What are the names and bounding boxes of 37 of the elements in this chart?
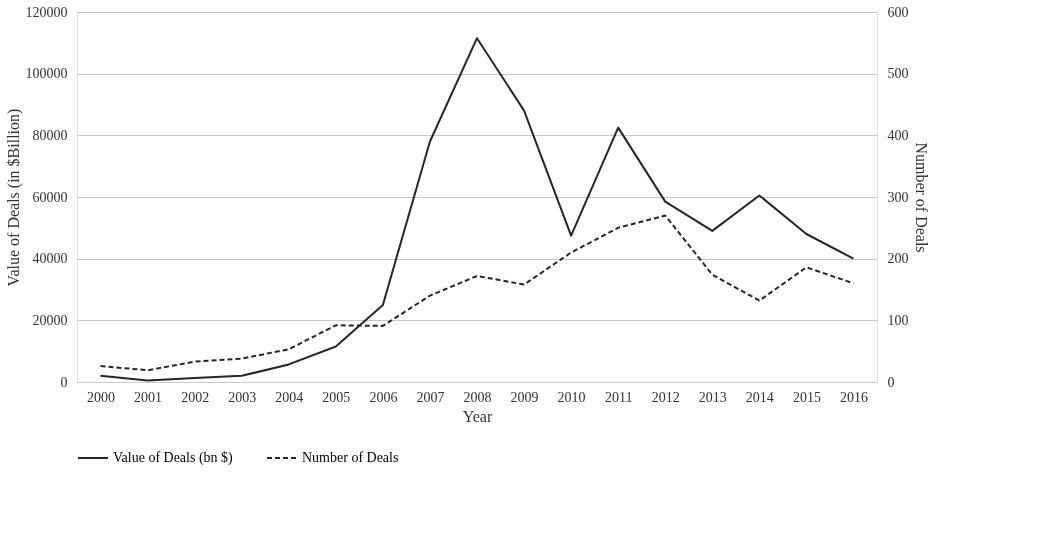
x-tick-label: 2001: [134, 389, 163, 405]
x-tick-label: 2009: [510, 389, 539, 405]
line-series: [99, 37, 855, 382]
y2-axis-title: Number of Deals: [912, 142, 930, 253]
x-tick-label: 2004: [275, 389, 304, 405]
x-tick-label: 2002: [181, 389, 210, 405]
y2-tick-label: 300: [887, 189, 909, 205]
y2-tick-label: 100: [887, 312, 909, 328]
legend-label: Value of Deals (bn $): [113, 450, 234, 466]
x-tick-label: 2006: [369, 389, 398, 405]
x-tick-label: 2014: [745, 389, 774, 405]
y-tick-label: 80000: [32, 127, 68, 143]
x-tick-label: 2016: [839, 389, 868, 405]
y-tick-label: 40000: [32, 251, 68, 267]
x-tick-label: 2012: [651, 389, 680, 405]
legend-label: Number of Deals: [302, 450, 399, 465]
y2-tick-label: 600: [887, 4, 909, 20]
y-tick-label: 60000: [32, 189, 68, 205]
y2-tick-label: 500: [887, 66, 909, 82]
y-tick-label: 100000: [25, 66, 68, 82]
y2-tick-label: 0: [887, 374, 895, 390]
x-tick-label: 2010: [557, 389, 586, 405]
x-tick-label: 2015: [792, 389, 821, 405]
x-tick-label: 2005: [322, 389, 351, 405]
x-tick-label: 2013: [698, 389, 727, 405]
x-axis-title: Year: [462, 407, 493, 425]
y2-tick-label: 200: [887, 251, 909, 267]
y-axis-title: Value of Deals (in $Billion): [4, 108, 23, 287]
x-tick-label: 2000: [87, 389, 116, 405]
x-tick-label: 2003: [228, 389, 257, 405]
y-tick-label: 0: [60, 374, 68, 390]
x-tick-label: 2008: [463, 389, 492, 405]
x-tick-label: 2007: [416, 389, 445, 405]
y2-tick-label: 400: [887, 127, 909, 143]
x-tick-label: 2011: [604, 389, 633, 405]
y-tick-label: 120000: [25, 4, 68, 20]
y-tick-label: 20000: [32, 312, 68, 328]
